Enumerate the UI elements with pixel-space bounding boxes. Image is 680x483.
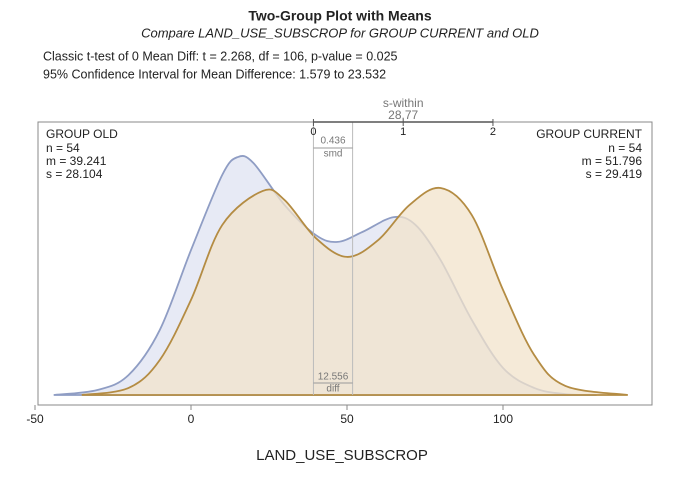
group-stat: m = 51.796 (582, 154, 643, 168)
x-tick-label: 100 (493, 412, 513, 426)
s-within-tick-label: 2 (490, 126, 496, 138)
group-stat: n = 54 (608, 141, 642, 155)
x-axis-label: LAND_USE_SUBSCROP (256, 447, 428, 464)
diff-value: 12.556 (318, 372, 349, 383)
smd-label: smd (324, 149, 343, 160)
group-stat: s = 29.419 (586, 167, 643, 181)
chart-subtitle: Compare LAND_USE_SUBSCROP for GROUP CURR… (141, 25, 539, 40)
s-within-tick-label: 0 (310, 126, 316, 138)
x-tick-label: 50 (340, 412, 354, 426)
group-stat: m = 39.241 (46, 154, 107, 168)
s-within-tick-label: 1 (400, 126, 406, 138)
x-tick-label: 0 (188, 412, 195, 426)
confidence-interval: 95% Confidence Interval for Mean Differe… (43, 67, 386, 81)
group-stat: n = 54 (46, 141, 80, 155)
density-area (81, 186, 628, 396)
s-within-value: 28.77 (388, 108, 418, 122)
smd-value: 0.436 (321, 136, 346, 147)
s-within-label: s-within (383, 96, 424, 110)
group-name: GROUP CURRENT (536, 127, 642, 141)
group-stat: s = 28.104 (46, 167, 103, 181)
test-result: Classic t-test of 0 Mean Diff: t = 2.268… (43, 49, 398, 63)
group-name: GROUP OLD (46, 127, 118, 141)
x-tick-label: -50 (26, 412, 44, 426)
chart-title: Two-Group Plot with Means (248, 8, 431, 24)
diff-label: diff (326, 384, 339, 395)
